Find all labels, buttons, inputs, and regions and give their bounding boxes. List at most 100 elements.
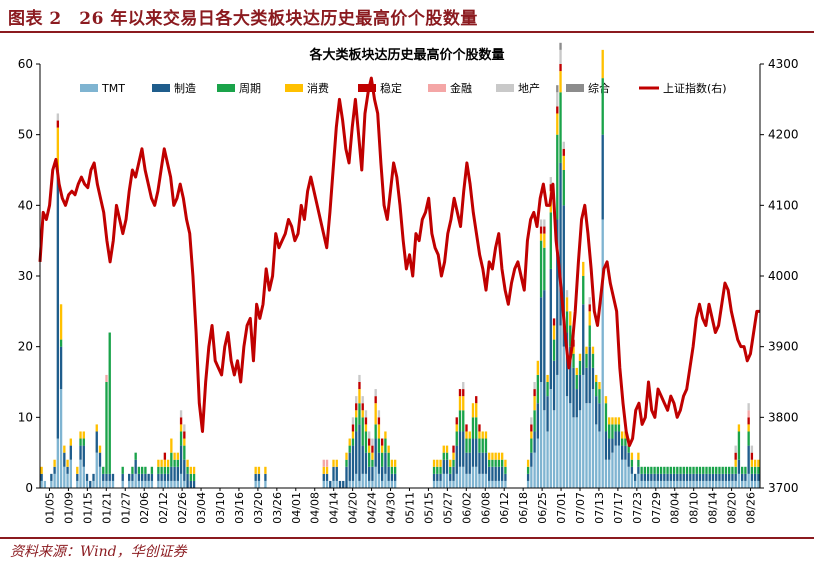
bar-segment — [163, 452, 167, 460]
bar-segment — [543, 247, 546, 291]
y-right-tick-label: 3800 — [768, 410, 799, 424]
x-tick-label: 07/23 — [631, 492, 644, 524]
bar-segment — [76, 480, 79, 488]
bar-segment — [458, 389, 462, 397]
bar-segment — [643, 466, 647, 474]
bar-segment — [614, 424, 617, 432]
bar-segment — [692, 466, 695, 474]
bar-segment — [374, 403, 377, 425]
bar-segment — [604, 431, 608, 460]
bar-segment — [436, 459, 439, 467]
bar-segment — [556, 106, 559, 114]
legend-item: 上证指数(右) — [639, 81, 727, 95]
bar-segment — [646, 480, 650, 488]
bar-segment — [543, 219, 546, 227]
legend-swatch — [152, 84, 170, 92]
y-left-tick-label: 60 — [18, 57, 33, 71]
x-tick-label: 04/30 — [385, 492, 398, 524]
bar-segment — [128, 480, 131, 488]
bar-segment — [572, 346, 575, 354]
bar-segment — [484, 452, 488, 474]
bar-segment — [478, 431, 481, 439]
bar-segment — [66, 473, 69, 488]
bar-segment — [484, 438, 488, 453]
bar-segment — [481, 473, 484, 488]
bar-segment — [471, 466, 475, 488]
bar-segment — [121, 473, 124, 481]
x-tick-label: 02/06 — [138, 492, 151, 524]
bar-segment — [559, 64, 562, 72]
bar-segment — [445, 459, 449, 474]
y-left-tick-label: 40 — [18, 198, 33, 212]
bar-segment — [468, 452, 471, 474]
bar-segment — [157, 473, 160, 481]
bar-segment — [79, 445, 82, 460]
bar-segment — [585, 353, 588, 368]
x-tick-label: 07/29 — [650, 492, 663, 524]
bar-segment — [488, 466, 491, 481]
bar-segment — [620, 438, 624, 446]
bar-segment — [556, 219, 559, 375]
bar-segment — [452, 480, 455, 488]
bar-segment — [526, 473, 530, 481]
bar-segment — [40, 466, 43, 474]
bar-segment — [455, 431, 458, 446]
x-tick-label: 07/17 — [612, 492, 625, 524]
legend-label: TMT — [101, 82, 125, 95]
bar-segment — [747, 424, 750, 432]
bar-segment — [604, 403, 608, 432]
bar-segment — [728, 473, 731, 481]
bar-segment — [591, 353, 595, 368]
bar-segment — [575, 367, 578, 375]
bar-segment — [737, 424, 741, 432]
bar-segment — [562, 205, 565, 347]
bar-segment — [452, 459, 455, 467]
bar-segment — [458, 431, 462, 467]
bar-segment — [384, 431, 387, 439]
bar-segment — [111, 473, 115, 481]
bar-segment — [747, 431, 750, 446]
bar-segment — [384, 438, 387, 453]
x-tick-label: 03/26 — [271, 492, 284, 524]
x-tick-label: 06/02 — [460, 492, 473, 524]
bar-segment — [488, 459, 491, 467]
bar-segment — [630, 466, 634, 474]
bar-segment — [734, 459, 737, 467]
bar-segment — [702, 473, 705, 481]
bar-segment — [556, 134, 559, 220]
bar-segment — [387, 466, 390, 481]
bar-segment — [458, 396, 462, 411]
bar-segment — [63, 466, 66, 488]
bar-segment — [157, 480, 160, 488]
bar-segment — [166, 466, 170, 474]
bar-segment — [549, 184, 552, 192]
x-tick-label: 03/16 — [233, 492, 246, 524]
bar-segment — [578, 410, 582, 488]
bar-segment — [549, 212, 552, 269]
bar-segment — [718, 480, 721, 488]
bar-segment — [685, 466, 689, 474]
bar-segment — [728, 480, 731, 488]
bar-segment — [530, 438, 533, 453]
y-left-tick-label: 20 — [18, 340, 33, 354]
bar-segment — [59, 304, 63, 340]
y-left-tick-label: 50 — [18, 128, 33, 142]
bar-segment — [614, 417, 617, 425]
bar-segment — [137, 473, 141, 481]
bar-segment — [390, 480, 394, 488]
bar-segment — [695, 473, 698, 481]
bar-segment — [108, 480, 111, 488]
bar-segment — [183, 431, 186, 439]
bar-segment — [689, 480, 692, 488]
x-tick-label: 08/04 — [669, 492, 682, 524]
bar-segment — [601, 49, 604, 79]
bar-segment — [439, 480, 442, 488]
legend-swatch — [428, 84, 446, 92]
bar-segment — [368, 452, 371, 467]
bar-segment — [98, 445, 102, 453]
bar-segment — [633, 480, 637, 488]
bar-segment — [552, 318, 556, 326]
legend-item: 稳定 — [358, 81, 402, 95]
x-tick-label: 06/08 — [479, 492, 492, 524]
y-right-tick-label: 4100 — [768, 198, 799, 212]
